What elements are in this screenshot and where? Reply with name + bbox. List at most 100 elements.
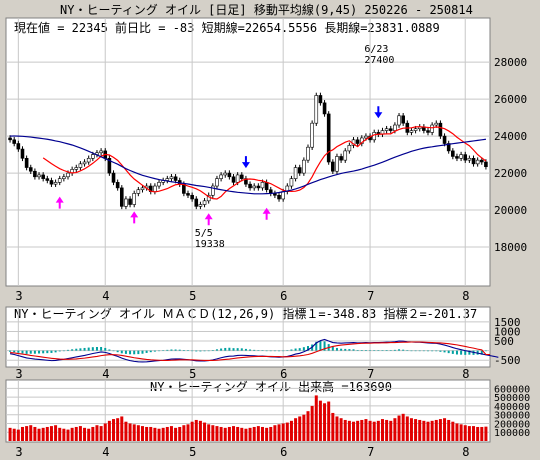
volume-bar xyxy=(314,395,318,441)
macd-histogram-bar xyxy=(373,350,376,351)
volume-bar xyxy=(443,418,447,441)
candle-body xyxy=(20,148,25,159)
candle-body xyxy=(339,156,343,161)
volume-bar xyxy=(318,400,322,441)
macd-histogram-bar xyxy=(302,347,305,351)
volume-bar xyxy=(476,426,480,441)
macd-histogram-bar xyxy=(228,347,231,351)
candle-body xyxy=(107,158,112,174)
candle-body xyxy=(331,161,335,172)
candle-body xyxy=(153,185,157,192)
volume-bar xyxy=(16,429,20,441)
volume-bar xyxy=(306,411,310,441)
main-x-tick-label: 6 xyxy=(280,289,287,303)
volume-x-tick-label: 6 xyxy=(280,445,287,459)
macd-histogram-bar xyxy=(211,350,214,351)
volume-bar xyxy=(347,420,351,441)
volume-x-tick-label: 3 xyxy=(15,445,22,459)
main-plot-area xyxy=(5,17,491,287)
volume-y-tick-label: 400000 xyxy=(494,402,530,413)
volume-bars xyxy=(8,395,488,441)
macd-histogram-bar xyxy=(71,349,74,351)
volume-y-tick-label: 500000 xyxy=(494,393,530,404)
macd-histogram-bar xyxy=(257,350,260,351)
volume-bar xyxy=(376,420,380,441)
candle-body xyxy=(16,143,21,150)
macd-y-tick-label: 1500 xyxy=(494,316,521,329)
candle-body xyxy=(157,182,161,187)
volume-bar xyxy=(62,428,66,441)
macd-histogram-bar xyxy=(17,350,20,353)
candle-body xyxy=(82,161,87,165)
macd-histogram-bar xyxy=(21,350,24,354)
long-ma-line xyxy=(10,135,487,195)
macd-grid xyxy=(6,307,490,367)
macd-histogram-bar xyxy=(431,350,434,352)
candle-body xyxy=(426,130,430,133)
macd-histogram-bar xyxy=(116,350,119,353)
volume-x-tick-label: 5 xyxy=(189,445,196,459)
candle-body xyxy=(297,167,302,174)
macd-x-tick-label: 7 xyxy=(367,367,374,381)
candle-body xyxy=(140,187,145,191)
volume-bar xyxy=(368,420,372,441)
macd-histogram-bar xyxy=(240,348,243,351)
macd-histogram-bar xyxy=(298,348,301,351)
volume-bar xyxy=(236,426,240,441)
candle-body xyxy=(128,198,132,205)
candle-body xyxy=(463,154,468,161)
macd-histogram-bar xyxy=(253,349,256,351)
macd-y-tick-label: -500 xyxy=(494,354,521,367)
volume-bar xyxy=(430,420,434,441)
volume-bar xyxy=(480,426,484,441)
candle-body xyxy=(438,122,443,137)
candle-body xyxy=(397,115,401,126)
main-grid xyxy=(6,18,490,286)
macd-title: NY・ヒーティング オイル ＭＡＣＤ(12,26,9) 指標１=-348.83 … xyxy=(14,306,477,321)
macd-histogram-bar xyxy=(195,350,198,352)
macd-histogram-bar xyxy=(323,341,326,351)
candle-body xyxy=(227,172,232,178)
candle-body xyxy=(45,178,50,181)
macd-histogram-bar xyxy=(393,349,396,351)
volume-bar xyxy=(54,425,58,441)
volume-bar xyxy=(414,419,418,441)
macd-histogram-bar xyxy=(269,350,272,352)
volume-bar xyxy=(385,419,389,441)
volume-bar xyxy=(455,423,459,441)
volume-bar xyxy=(244,428,248,441)
volume-bar xyxy=(66,429,70,441)
macd-histogram-bar xyxy=(133,350,136,355)
candle-body xyxy=(455,156,459,159)
macd-histogram xyxy=(9,341,487,355)
candle-body xyxy=(49,180,54,185)
volume-bar xyxy=(409,418,413,441)
volume-bar xyxy=(223,427,227,441)
main-x-tick-label: 8 xyxy=(462,289,469,303)
volume-bar xyxy=(194,419,198,441)
macd-histogram-bar xyxy=(95,346,98,351)
candle-body xyxy=(173,176,178,181)
volume-bar xyxy=(389,420,393,441)
volume-bar xyxy=(463,425,467,441)
volume-bar xyxy=(41,427,45,441)
price-info-line: 現在値 = 22345 前日比 = -83 短期線=22654.5556 長期線… xyxy=(14,20,440,35)
macd-histogram-bar xyxy=(79,348,82,351)
candle-body xyxy=(252,185,257,189)
volume-bar xyxy=(70,427,74,441)
candle-body xyxy=(451,150,455,157)
macd-histogram-bar xyxy=(335,347,338,351)
candle-body xyxy=(239,174,244,179)
candle-body xyxy=(165,178,170,181)
volume-bar xyxy=(240,427,244,441)
macd-histogram-bar xyxy=(224,347,227,351)
volume-bar xyxy=(87,428,91,441)
macd-histogram-bar xyxy=(112,350,115,352)
volume-bar xyxy=(132,424,136,441)
volume-bar xyxy=(190,421,194,441)
candle-body xyxy=(471,158,476,165)
candle-body xyxy=(401,115,405,124)
volume-bar xyxy=(215,426,219,441)
candle-body xyxy=(24,158,29,168)
macd-histogram-bar xyxy=(29,350,32,354)
